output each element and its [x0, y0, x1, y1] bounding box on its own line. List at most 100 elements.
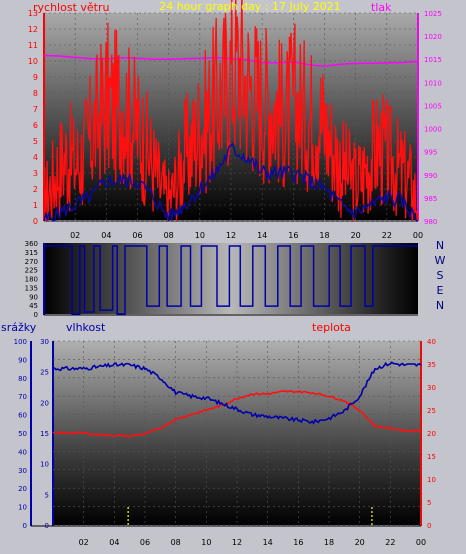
wind-x-tick: 06	[132, 231, 142, 240]
compass-label: N	[436, 299, 444, 312]
wind-y-tick: 13	[28, 9, 38, 18]
wind-x-tick: 22	[382, 231, 392, 240]
wind-y-tick: 0	[33, 217, 38, 226]
humidity-y-tick: 15	[40, 430, 49, 438]
pressure-y-tick: 990	[424, 172, 437, 180]
humidity-x-tick: 22	[385, 538, 395, 547]
humidity-chart-time-ticks: 02 04 06 08 10 12 14 16 18 20 22 00	[79, 538, 427, 547]
wind-x-tick: 00	[413, 231, 423, 240]
temperature-label: teplota	[312, 321, 351, 334]
humidity-ticks: 0 5 10 15 20 25 30	[40, 338, 49, 530]
humidity-x-tick: 00	[416, 538, 426, 547]
temperature-y-tick: 25	[427, 407, 436, 415]
humidity-x-tick: 12	[232, 538, 242, 547]
pressure-y-tick: 1000	[424, 126, 442, 134]
humidity-y-tick: 30	[40, 338, 49, 346]
humidity-y-tick: 10	[40, 461, 49, 469]
wind-y-tick: 11	[28, 41, 38, 50]
wind-x-tick: 12	[226, 231, 236, 240]
direction-y-tick: 225	[25, 267, 38, 275]
direction-y-tick: 180	[25, 276, 38, 284]
direction-y-tick: 45	[29, 302, 38, 310]
temperature-y-tick: 5	[427, 499, 431, 507]
rain-y-tick: 10	[18, 504, 27, 512]
pressure-y-tick: 1025	[424, 10, 442, 18]
pressure-y-tick: 1020	[424, 33, 442, 41]
wind-y-tick: 5	[33, 137, 38, 146]
wind-average-line	[43, 142, 418, 222]
temperature-y-tick: 20	[427, 430, 436, 438]
direction-y-tick: 0	[34, 311, 38, 319]
pressure-y-tick: 1005	[424, 102, 442, 110]
wind-x-tick: 02	[70, 231, 80, 240]
pressure-y-tick: 980	[424, 218, 437, 226]
direction-y-tick: 90	[29, 293, 38, 301]
wind-direction-line	[44, 245, 418, 315]
direction-y-tick: 360	[25, 240, 38, 248]
rain-y-tick: 70	[18, 393, 27, 401]
wind-y-tick: 12	[28, 25, 38, 34]
humidity-x-tick: 18	[324, 538, 334, 547]
rain-y-tick: 80	[18, 375, 27, 383]
wind-y-tick: 2	[33, 185, 38, 194]
pressure-y-tick: 985	[424, 195, 437, 203]
rain-y-tick: 30	[18, 467, 27, 475]
wind-x-tick: 18	[319, 231, 329, 240]
temperature-y-tick: 0	[427, 522, 431, 530]
wind-y-tick: 3	[33, 169, 38, 178]
rain-ticks: 0 10 20 30 40 50 60 70 80 90 100	[14, 338, 27, 530]
wind-y-tick: 4	[33, 153, 38, 162]
wind-y-tick: 9	[33, 73, 38, 82]
wind-x-tick: 16	[288, 231, 298, 240]
humidity-x-tick: 10	[201, 538, 211, 547]
rain-label: srážky	[1, 321, 37, 334]
wind-y-tick: 6	[33, 121, 38, 130]
temperature-y-tick: 15	[427, 453, 436, 461]
wind-speed-line	[43, 0, 419, 222]
direction-y-tick: 135	[25, 284, 38, 292]
humidity-y-tick: 25	[40, 369, 49, 377]
wind-x-tick: 08	[164, 231, 174, 240]
temperature-y-tick: 30	[427, 384, 436, 392]
compass-label: S	[437, 269, 444, 282]
pressure-label: tlak	[371, 1, 392, 14]
rain-y-tick: 50	[18, 430, 27, 438]
humidity-line	[52, 361, 422, 425]
pressure-y-tick: 995	[424, 149, 437, 157]
direction-y-tick: 270	[25, 258, 38, 266]
wind-y-tick: 8	[33, 89, 38, 98]
humidity-x-tick: 20	[355, 538, 365, 547]
humidity-x-tick: 06	[140, 538, 150, 547]
rain-y-tick: 100	[14, 338, 27, 346]
compass-label: N	[436, 239, 444, 252]
compass-label: W	[435, 254, 446, 267]
pressure-y-tick: 1010	[424, 79, 442, 87]
humidity-x-tick: 04	[109, 538, 119, 547]
compass-label: E	[437, 284, 444, 297]
humidity-x-tick: 02	[79, 538, 89, 547]
rain-marks	[127, 506, 373, 525]
temperature-y-tick: 35	[427, 361, 436, 369]
chart-title: 24 hour graph day : 17 July 2021	[159, 0, 341, 13]
temperature-y-tick: 10	[427, 476, 436, 484]
humidity-y-tick: 5	[45, 491, 49, 499]
humidity-y-tick: 20	[40, 399, 49, 407]
wind-speed-label: rychlost větru	[33, 1, 109, 14]
wind-y-tick: 10	[28, 57, 38, 66]
humidity-x-tick: 14	[263, 538, 273, 547]
humidity-x-tick: 16	[293, 538, 303, 547]
wind-x-tick: 20	[351, 231, 361, 240]
temperature-y-tick: 40	[427, 338, 436, 346]
humidity-x-tick: 08	[171, 538, 181, 547]
rain-y-tick: 20	[18, 485, 27, 493]
rain-y-tick: 40	[18, 448, 27, 456]
wind-x-tick: 14	[257, 231, 267, 240]
wind-x-tick: 04	[101, 231, 111, 240]
direction-chart-plot-area	[44, 243, 418, 314]
rain-y-tick: 90	[18, 356, 27, 364]
wind-chart-time-ticks: 02 04 06 08 10 12 14 16 18 20 22 00	[70, 231, 423, 240]
wind-y-tick: 1	[33, 201, 38, 210]
